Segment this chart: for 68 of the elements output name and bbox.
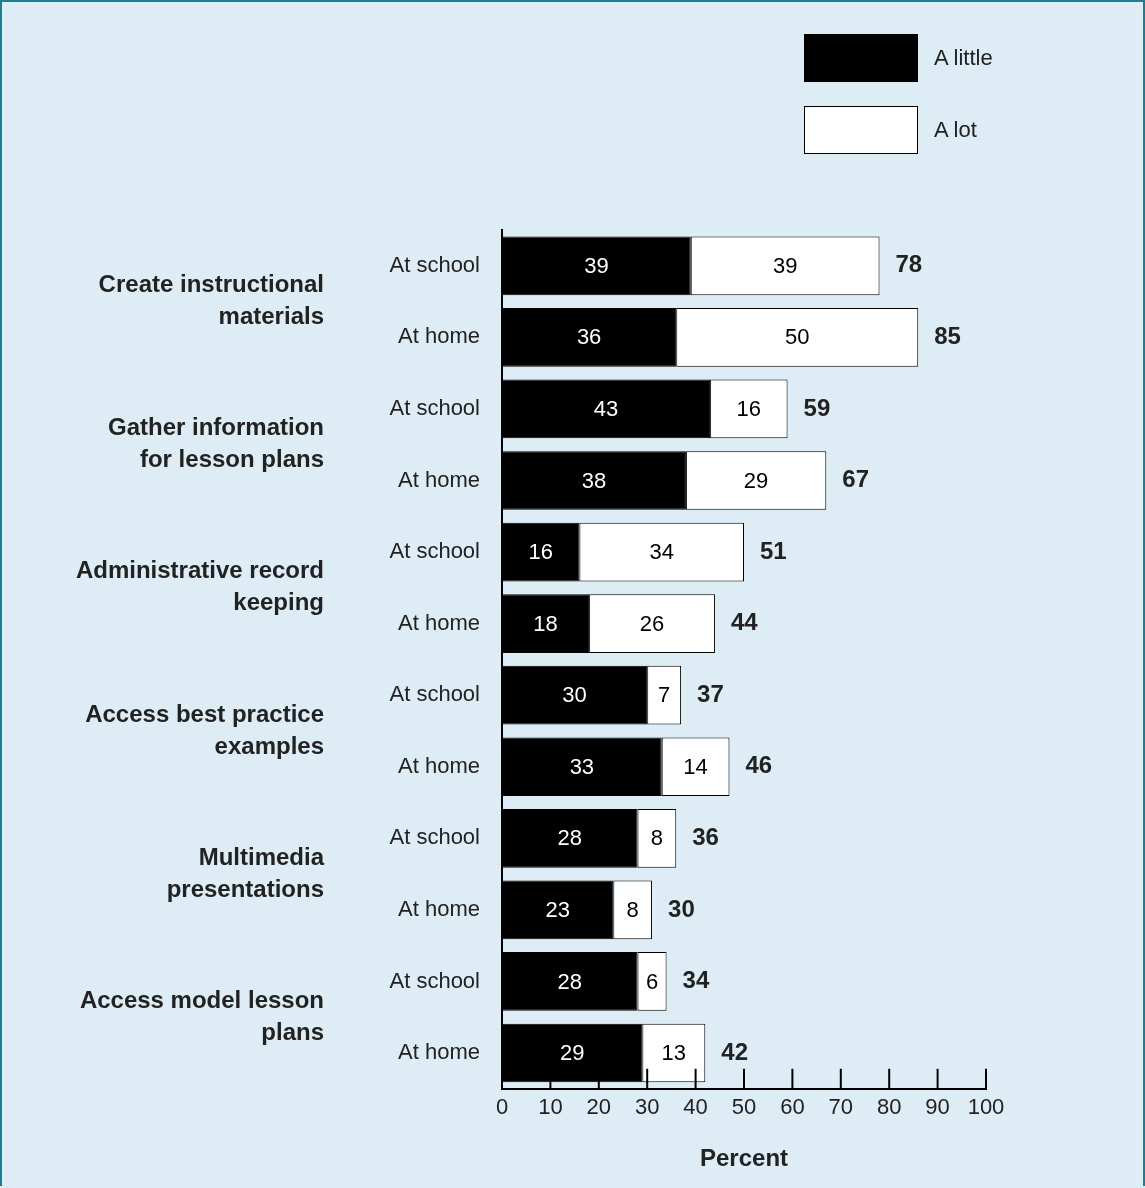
data-label: 36 xyxy=(576,324,602,350)
y-tick-label: At home xyxy=(398,1039,480,1065)
y-tick-label: At school xyxy=(389,967,480,993)
data-label: 8 xyxy=(650,825,664,851)
x-tick-label: 30 xyxy=(634,1094,660,1120)
text: Administrative record keeping xyxy=(75,556,324,616)
data-label: 16 xyxy=(528,539,553,565)
data-label: 39 xyxy=(772,252,798,278)
y-tick-label: At school xyxy=(389,824,480,850)
x-tick-label: 90 xyxy=(925,1094,950,1120)
y-tick-label: At home xyxy=(398,609,480,635)
total-label: 34 xyxy=(682,966,710,994)
x-axis-title: Percent xyxy=(699,1144,789,1172)
data-label: 50 xyxy=(785,324,810,350)
data-label: 33 xyxy=(569,753,595,779)
x-tick-label: 80 xyxy=(876,1094,902,1120)
y-tick-label: At school xyxy=(389,394,480,420)
x-tick-label: 20 xyxy=(586,1094,612,1120)
data-label: 34 xyxy=(649,539,674,565)
total-label: 42 xyxy=(721,1037,748,1065)
data-label: 43 xyxy=(593,395,619,421)
total-label: 44 xyxy=(730,608,759,636)
data-label: 28 xyxy=(557,968,582,994)
data-label: 8 xyxy=(626,896,639,922)
total-label: 36 xyxy=(692,822,719,850)
data-label: 14 xyxy=(683,753,708,779)
text: A little xyxy=(934,45,993,71)
x-tick-label: 60 xyxy=(780,1094,805,1120)
total-label: 51 xyxy=(760,536,787,564)
y-tick-label: At school xyxy=(389,538,480,564)
data-label: 30 xyxy=(562,682,587,708)
x-tick-label: 10 xyxy=(538,1094,563,1120)
text: A lot xyxy=(934,117,977,143)
x-tick-label: 0 xyxy=(495,1094,509,1120)
text: Access model lesson plans xyxy=(79,985,324,1045)
y-tick-label: At home xyxy=(398,752,480,778)
data-label: 18 xyxy=(533,610,558,636)
text: Multimedia presentations xyxy=(166,842,325,902)
data-label: 23 xyxy=(545,896,570,922)
data-label: 28 xyxy=(557,825,582,851)
text: Gather information for lesson plans xyxy=(107,413,324,473)
data-label: 38 xyxy=(581,467,607,493)
y-tick-label: At school xyxy=(389,251,480,277)
data-label: 26 xyxy=(639,610,665,636)
data-label: 29 xyxy=(559,1040,585,1066)
x-tick-label: 100 xyxy=(967,1094,1005,1120)
total-label: 37 xyxy=(697,679,724,707)
data-label: 13 xyxy=(661,1040,687,1066)
x-tick-label: 40 xyxy=(683,1094,708,1120)
total-label: 46 xyxy=(745,751,773,779)
data-label: 6 xyxy=(645,968,659,994)
total-label: 85 xyxy=(934,321,961,349)
y-tick-label: At school xyxy=(389,681,480,707)
total-label: 30 xyxy=(668,894,695,922)
x-tick-label: 50 xyxy=(731,1094,757,1120)
total-label: 67 xyxy=(842,465,869,493)
total-label: 78 xyxy=(895,250,923,278)
data-label: 16 xyxy=(736,395,762,421)
text: Access best practice examples xyxy=(85,699,324,759)
total-label: 59 xyxy=(803,393,831,421)
y-tick-label: At home xyxy=(398,323,480,349)
text: Create instructional materials xyxy=(98,270,324,330)
data-label: 7 xyxy=(658,682,671,708)
y-tick-label: At home xyxy=(398,895,480,921)
data-label: 39 xyxy=(584,252,609,278)
data-label: 29 xyxy=(743,467,769,493)
x-tick-label: 70 xyxy=(828,1094,854,1120)
y-tick-label: At home xyxy=(398,466,480,492)
